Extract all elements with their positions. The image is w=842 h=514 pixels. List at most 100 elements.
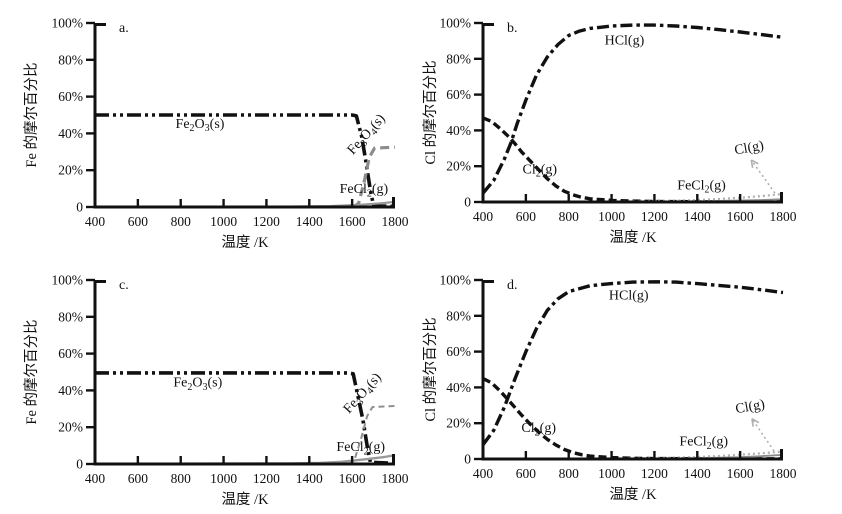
series-label-fe2o3s: Fe2O3(s) xyxy=(176,117,225,134)
annotation-arrow-line xyxy=(751,418,775,452)
y-tick-label: 100% xyxy=(440,16,472,31)
series-fe2o3s xyxy=(95,113,396,209)
series-label-fecl2g: FeCl2(g) xyxy=(679,435,728,452)
annotation-arrow-line xyxy=(750,159,776,194)
y-tick-label: 60% xyxy=(446,344,471,359)
x-tick-label: 1200 xyxy=(253,214,280,229)
y-tick-label: 80% xyxy=(58,309,83,324)
series-hclg xyxy=(481,23,784,195)
y-tick-label: 20% xyxy=(58,420,83,435)
y-tick-label: 40% xyxy=(446,380,471,395)
series-label-fe2o3s: Fe2O3(s) xyxy=(173,376,222,393)
series-label-hclg: HCl(g) xyxy=(609,289,649,304)
y-tick-label: 40% xyxy=(58,383,83,398)
x-tick-label: 1400 xyxy=(296,214,323,229)
x-tick-label: 1600 xyxy=(339,214,366,229)
x-tick-label: 1000 xyxy=(598,466,625,481)
y-tick-label: 0 xyxy=(76,200,83,215)
x-tick-label: 1200 xyxy=(253,471,280,486)
annotation-arrow-head xyxy=(750,159,759,165)
x-axis-title: 温度 /K xyxy=(221,234,269,251)
x-axis-title: 温度 /K xyxy=(221,491,269,508)
series-label-hclg: HCl(g) xyxy=(605,33,645,48)
series-label-fecl2g: FeCl2(g) xyxy=(340,182,389,199)
y-tick-label: 40% xyxy=(446,123,471,138)
series-fe3o4s xyxy=(347,405,396,465)
y-tick-label: 80% xyxy=(58,52,83,67)
x-tick-label: 1000 xyxy=(598,209,625,224)
annotation-arrow-head xyxy=(751,418,754,427)
annotation-arrow-head xyxy=(751,418,760,424)
x-tick-label: 400 xyxy=(473,466,494,481)
x-tick-label: 1800 xyxy=(770,209,797,224)
series-label-cl2g: Cl2(g) xyxy=(521,421,556,438)
series-cl2g xyxy=(482,376,783,461)
y-tick-label: 20% xyxy=(446,416,471,431)
x-tick-label: 800 xyxy=(559,466,580,481)
series-label-fecl2g: FeCl2(g) xyxy=(677,178,726,195)
x-tick-label: 1800 xyxy=(382,471,409,486)
y-tick-label: 60% xyxy=(446,87,471,102)
x-tick-label: 1000 xyxy=(210,214,237,229)
x-tick-label: 800 xyxy=(171,214,192,229)
y-tick-label: 20% xyxy=(446,159,471,174)
x-tick-label: 1400 xyxy=(296,471,323,486)
x-tick-label: 600 xyxy=(128,471,149,486)
y-tick-label: 60% xyxy=(58,89,83,104)
y-axis-title: Cl 的摩尔百分比 xyxy=(421,60,439,164)
x-tick-label: 400 xyxy=(473,209,494,224)
x-tick-label: 1000 xyxy=(210,471,237,486)
series-label-cl2g: Cl2(g) xyxy=(523,162,558,179)
y-tick-label: 0 xyxy=(464,195,471,210)
y-tick-label: 40% xyxy=(58,126,83,141)
x-axis-title: 温度 /K xyxy=(609,229,657,246)
series-label-fe3o4s: Fe3O4(s) xyxy=(345,111,391,159)
y-tick-label: 0 xyxy=(76,457,83,472)
x-tick-label: 1200 xyxy=(641,466,668,481)
x-tick-label: 1600 xyxy=(727,209,754,224)
y-tick-label: 100% xyxy=(440,273,472,288)
x-tick-label: 1400 xyxy=(684,466,711,481)
panel-letter: c. xyxy=(119,278,129,293)
panel-letter: d. xyxy=(507,278,518,293)
series-fe3o4s xyxy=(352,145,396,209)
series-label-fecl2g: FeCl2(g) xyxy=(336,440,385,457)
x-tick-label: 600 xyxy=(516,466,537,481)
x-tick-label: 1800 xyxy=(382,214,409,229)
y-tick-label: 100% xyxy=(52,16,84,31)
x-tick-label: 800 xyxy=(171,471,192,486)
series-cl2g xyxy=(482,116,783,204)
x-axis-title: 温度 /K xyxy=(609,486,657,503)
series-label-clg: Cl(g) xyxy=(734,397,766,417)
y-tick-label: 100% xyxy=(52,273,84,288)
x-tick-label: 1200 xyxy=(641,209,668,224)
x-tick-label: 800 xyxy=(559,209,580,224)
x-tick-label: 600 xyxy=(128,214,149,229)
x-tick-label: 600 xyxy=(516,209,537,224)
y-tick-label: 80% xyxy=(446,308,471,323)
x-tick-label: 1600 xyxy=(339,471,366,486)
panel-letter: b. xyxy=(507,21,518,36)
x-tick-label: 1400 xyxy=(684,209,711,224)
series-label-fe3o4s: Fe3O4(s) xyxy=(341,370,387,418)
x-tick-label: 1600 xyxy=(727,466,754,481)
y-axis-title: Cl 的摩尔百分比 xyxy=(421,317,439,421)
y-axis-title: Fe 的摩尔百分比 xyxy=(22,62,40,167)
panel-letter: a. xyxy=(119,21,129,36)
series-hclg xyxy=(481,280,784,446)
x-tick-label: 1800 xyxy=(770,466,797,481)
x-tick-label: 400 xyxy=(85,214,106,229)
y-tick-label: 0 xyxy=(464,452,471,467)
y-tick-label: 80% xyxy=(446,51,471,66)
y-tick-label: 60% xyxy=(58,346,83,361)
x-tick-label: 400 xyxy=(85,471,106,486)
y-axis-title: Fe 的摩尔百分比 xyxy=(22,319,40,424)
annotation-arrow-head xyxy=(750,159,754,168)
series-label-clg: Cl(g) xyxy=(733,138,765,158)
y-tick-label: 20% xyxy=(58,163,83,178)
